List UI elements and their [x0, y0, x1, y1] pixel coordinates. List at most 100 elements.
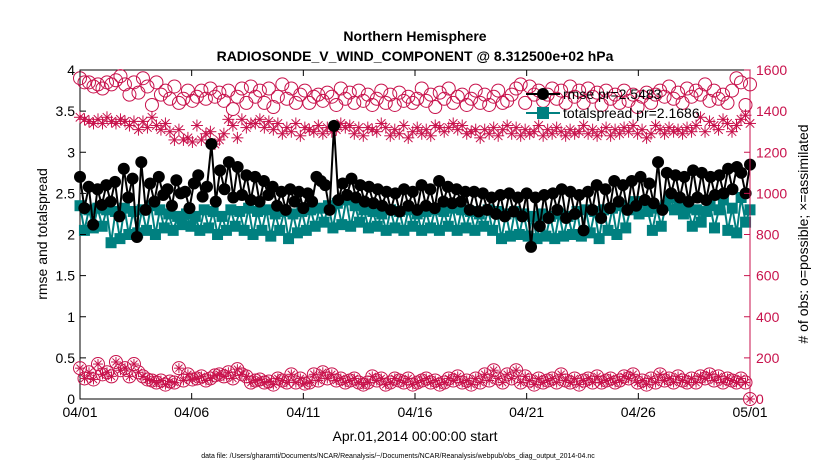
rmse-point — [196, 190, 209, 203]
possible-point — [626, 87, 641, 102]
assimilated-point — [730, 119, 743, 132]
possible-point — [293, 87, 308, 102]
possible-point — [234, 81, 249, 96]
totalspread-point — [558, 230, 570, 242]
possible-point — [207, 89, 222, 104]
possible-point — [392, 85, 407, 100]
y-left-tick-label: 2.5 — [56, 185, 76, 201]
assimilated-point — [154, 123, 167, 136]
assimilated-point — [636, 123, 649, 136]
y-right-tick-label: 400 — [756, 309, 780, 325]
possible-low-point — [86, 372, 101, 387]
y-left-tick-label: 2 — [67, 227, 75, 243]
assimilated-point — [96, 117, 109, 130]
assimilated-point — [145, 111, 158, 124]
possible-point — [657, 89, 672, 104]
possible-point — [320, 85, 335, 100]
possible-point — [554, 83, 569, 98]
rmse-point — [200, 180, 213, 193]
y-right-tick-label: 200 — [756, 350, 780, 366]
rmse-point — [170, 174, 183, 187]
rmse-point — [117, 162, 130, 175]
assimilated-point — [573, 125, 586, 138]
totalspread-point — [695, 216, 707, 228]
rmse-point — [424, 183, 437, 196]
assimilated-point — [676, 127, 689, 140]
rmse-point — [643, 177, 656, 190]
y-left-tick-label: 0.5 — [56, 350, 76, 366]
rmse-point — [161, 183, 174, 196]
assimilated-point — [645, 127, 658, 140]
rmse-point — [612, 195, 625, 208]
totalspread-point — [154, 204, 166, 216]
y-right-tick-label: 600 — [756, 268, 780, 284]
totalspread-point — [109, 205, 121, 217]
totalspread-point — [327, 222, 339, 234]
totalspread-point — [198, 204, 210, 216]
assimilated-point — [586, 123, 599, 136]
rmse-point — [595, 212, 608, 225]
possible-point — [428, 100, 443, 115]
rmse-point — [288, 195, 301, 208]
assimilated-point — [690, 119, 703, 132]
assimilated-point — [316, 127, 329, 140]
assimilated-point — [168, 133, 181, 146]
totalspread-point — [700, 205, 712, 217]
possible-point — [603, 91, 618, 106]
totalspread-point — [593, 233, 605, 245]
rmse-point — [678, 170, 691, 183]
assimilated-point — [420, 123, 433, 136]
assimilated-point — [613, 127, 626, 140]
rmse-point — [109, 175, 122, 188]
possible-point — [149, 75, 164, 90]
x-tick-label: 04/06 — [174, 404, 209, 420]
totalspread-point — [531, 233, 543, 245]
totalspread-point — [549, 233, 561, 245]
totalspread-point — [287, 208, 299, 220]
possible-point — [468, 83, 483, 98]
possible-low-point — [171, 361, 186, 376]
assimilated-point — [424, 129, 437, 142]
rmse-point — [135, 156, 148, 169]
assimilated-point — [384, 129, 397, 142]
rmse-point — [179, 185, 192, 198]
possible-point — [122, 87, 137, 102]
assimilated-point — [195, 133, 208, 146]
possible-point — [383, 87, 398, 102]
rmse-point — [516, 210, 529, 223]
totalspread-point — [114, 233, 126, 245]
assimilated-point — [514, 129, 527, 142]
totalspread-point — [243, 202, 255, 214]
possible-point — [167, 79, 182, 94]
rmse-series — [74, 119, 756, 253]
totalspread-point — [123, 229, 135, 240]
possible-point — [437, 91, 452, 106]
totalspread-point — [376, 208, 388, 220]
possible-point — [644, 95, 659, 110]
rmse-point — [165, 199, 178, 212]
legend-rmse-label: rmse pr=2.5483 — [563, 86, 662, 102]
assimilated-point — [721, 117, 734, 130]
possible-point — [126, 75, 141, 90]
possible-low-point — [90, 357, 105, 372]
totalspread-point — [611, 229, 623, 240]
assimilated-point — [235, 113, 248, 126]
rmse-point — [218, 183, 231, 196]
totalspread-point — [78, 224, 90, 236]
possible-point — [482, 97, 497, 112]
rmse-point — [603, 202, 616, 215]
assimilated-point — [537, 129, 550, 142]
rmse-point — [507, 205, 520, 218]
totalspread-point — [234, 205, 246, 217]
totalspread-point — [704, 200, 716, 212]
assimilated-point — [456, 119, 469, 132]
totalspread-point — [642, 205, 654, 217]
totalspread-point — [478, 220, 490, 232]
possible-point — [203, 81, 218, 96]
assimilated-point — [505, 127, 518, 140]
assimilated-point — [298, 121, 311, 134]
totalspread-point — [158, 222, 170, 234]
chart-title-line1: Northern Hemisphere — [343, 28, 486, 44]
possible-point — [176, 91, 191, 106]
possible-point — [77, 75, 92, 90]
